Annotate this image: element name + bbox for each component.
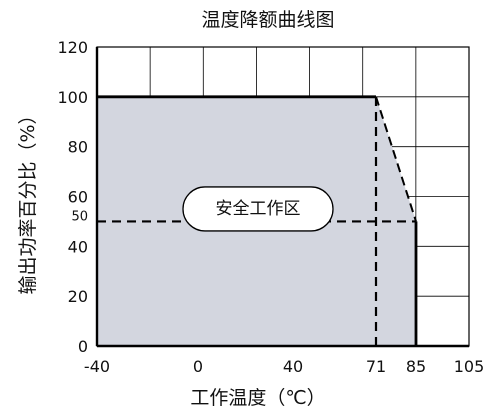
x-tick-label: 0	[193, 357, 203, 376]
x-tick-label: 85	[406, 357, 426, 376]
y-axis-label: 输出功率百分比（%）	[17, 105, 39, 294]
y-tick-label: 20	[68, 287, 88, 306]
y-tick-label: 120	[57, 38, 88, 57]
x-axis-ticks: -40 0 40 71 85 105	[84, 357, 484, 376]
guide-lines	[97, 96, 416, 346]
curve-segment-slope	[375, 96, 417, 222]
safe-zone-annotation: 安全工作区	[182, 186, 334, 232]
plot-frame	[95, 46, 470, 348]
y-tick-label: 100	[57, 88, 88, 107]
derating-curve	[97, 95, 418, 346]
y-tick-label: 60	[68, 188, 88, 207]
x-tick-label: 105	[454, 357, 485, 376]
safe-zone-label: 安全工作区	[216, 199, 301, 219]
y-tick-label: 40	[68, 237, 88, 256]
x-tick-label: -40	[84, 357, 110, 376]
x-tick-label: 40	[283, 357, 303, 376]
safe-zone-badge	[182, 186, 334, 232]
y-tick-label: 80	[68, 138, 88, 157]
y-tick-label: 0	[78, 337, 88, 356]
chart-title: 温度降额曲线图	[201, 9, 334, 31]
y-tick-label: 50	[71, 209, 88, 224]
x-tick-label: 71	[366, 357, 386, 376]
x-axis-label: 工作温度（℃）	[190, 387, 325, 409]
y-axis-ticks: 0 20 40 50 60 80 100 120	[57, 38, 88, 356]
